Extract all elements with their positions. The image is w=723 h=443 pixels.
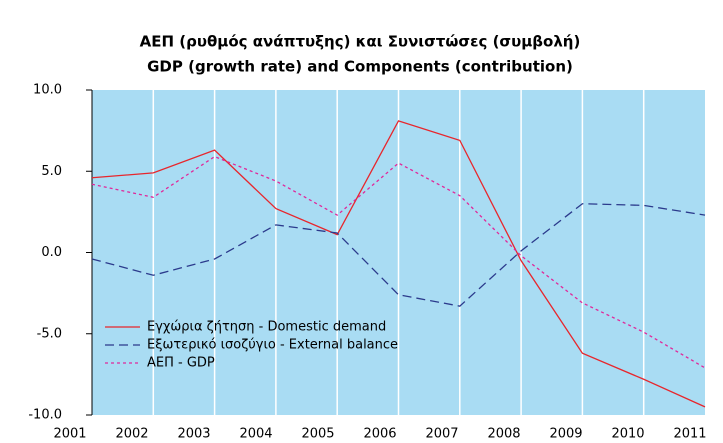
x-tick-label: 2003 (177, 427, 210, 442)
legend-label: Εγχώρια ζήτηση - Domestic demand (147, 320, 386, 335)
x-tick-label: 2011 (673, 427, 706, 442)
x-tick-label: 2004 (239, 427, 272, 442)
line-series (91, 155, 706, 369)
y-tick-label: 0.0 (41, 245, 62, 260)
line-series (91, 203, 706, 307)
x-tick-label: 2005 (301, 427, 334, 442)
x-tick-label: 2006 (363, 427, 396, 442)
x-tick-label: 2002 (115, 427, 148, 442)
chart-subtitle: GDP (growth rate) and Components (contri… (147, 58, 573, 76)
y-tick-label: 5.0 (41, 164, 62, 179)
legend-label: ΑΕΠ - GDP (147, 356, 215, 371)
y-tick-label: -5.0 (37, 326, 62, 341)
x-tick-label: 2007 (425, 427, 458, 442)
y-tick-label: -10.0 (28, 408, 62, 423)
x-tick-label: 2001 (53, 427, 86, 442)
y-tick-label: 10.0 (33, 83, 62, 98)
line-series (91, 120, 706, 408)
x-tick-label: 2009 (549, 427, 582, 442)
chart-title: ΑΕΠ (ρυθμός ανάπτυξης) και Συνιστώσες (σ… (140, 33, 581, 51)
x-tick-label: 2008 (487, 427, 520, 442)
legend-label: Εξωτερικό ισοζύγιο - External balance (147, 338, 398, 353)
x-tick-label: 2010 (611, 427, 644, 442)
